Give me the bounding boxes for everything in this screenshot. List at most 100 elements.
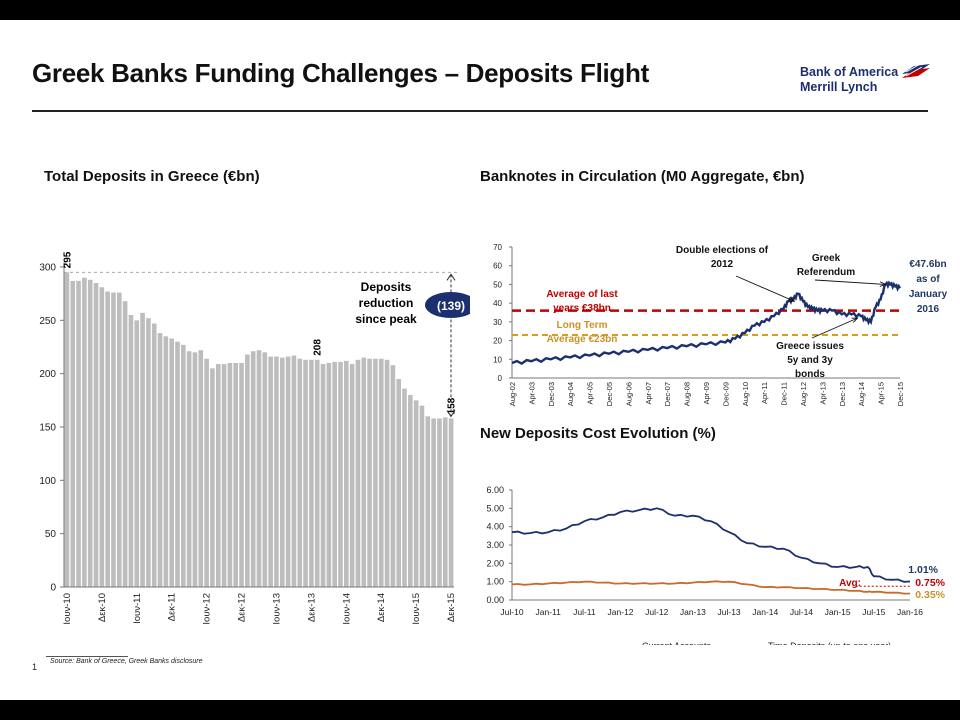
x-tick-label: Dec-15 [896,382,905,406]
deposit-bar [70,280,76,587]
x-tick-label: Ιουν-11 [132,593,143,624]
deposit-bar [285,356,291,587]
deposit-bar [105,291,110,587]
deposit-bar [355,359,361,587]
y-tick-label: 10 [493,355,502,364]
referendum-arrow [814,279,886,285]
x-tick-label: Δεκ-13 [306,593,317,622]
legend-label-current: Current Accounts [642,641,712,645]
deposit-bar [128,315,134,587]
deposit-bar [204,358,209,587]
deposit-bar [140,312,145,587]
elections-annotation-line-1: Double elections of [676,245,769,256]
time-deposits-end-label: 1.01% [908,564,938,576]
deposit-bar [93,283,99,587]
x-tick-label: Δεκ-14 [376,593,387,622]
footer-divider [46,656,128,657]
deposit-bar [198,350,204,587]
bank-logo: Bank of America Merrill Lynch [800,62,940,102]
x-tick-label: Aug-14 [857,382,866,406]
elections-arrow [735,275,795,302]
time-deposits-line [511,507,911,583]
latest-value-annotation-line-3: January [909,289,948,300]
y-tick-label: 200 [39,369,56,380]
deposit-bar [245,354,250,587]
x-tick-label: Apr-03 [527,382,536,405]
x-tick-label: Jan-11 [536,607,562,617]
deposit-bar [408,395,413,587]
deposit-bar [82,277,87,587]
deposit-bar [344,360,349,587]
deposit-bar [367,358,372,587]
bond-issue-annotation-line-3: bonds [795,369,825,380]
deposit-bar [279,357,285,587]
x-tick-label: Aug-08 [683,382,692,406]
bond-issue-arrow [811,317,858,339]
x-tick-label: Apr-15 [877,382,886,405]
reduction-badge [425,292,470,318]
deposit-bar [303,359,308,587]
y-tick-label: 0 [498,374,503,383]
x-tick-label: Dec-07 [663,382,672,406]
bond-issue-annotation-line-1: Greece issues [776,341,844,352]
x-tick-label: Jan-12 [608,607,634,617]
deposit-bar [186,351,192,587]
deposit-bar [215,364,221,587]
x-tick-label: Ιουν-14 [341,593,352,625]
x-tick-label: Dec-03 [547,382,556,406]
deposit-bar [373,358,378,587]
x-tick-label: Ιουν-12 [202,593,213,625]
title-divider [32,110,928,112]
x-tick-label: Jul-11 [573,607,596,617]
deposit-bar [332,361,337,587]
deposit-bar [169,338,174,587]
y-tick-label: 300 [39,263,56,274]
x-tick-label: Apr-07 [644,382,653,405]
x-tick-label: Ιουν-15 [411,593,422,625]
deposit-bar [309,359,314,587]
x-tick-label: Jan-16 [897,607,923,617]
long-term-average-label-line-1: Long Term [557,320,608,331]
jan14-value-label: 208 [313,339,324,356]
latest-value-annotation-line-4: 2016 [917,304,940,315]
deposit-bar [448,418,454,587]
deposit-bar [268,356,273,587]
referendum-annotation-line-2: Referendum [797,267,855,278]
deposit-bar [134,320,140,587]
legend-label-time: Time Deposits (up to one year) [768,641,891,645]
deposit-bar [431,418,436,587]
x-tick-label: Dec-05 [605,382,614,406]
elections-annotation-line-2: 2012 [711,259,734,270]
deposit-bar [64,272,70,587]
deposit-bar [192,352,198,587]
x-tick-label: Jan-15 [825,607,851,617]
flag-icon [902,62,930,78]
referendum-arrow-head [879,281,887,287]
y-tick-label: 2.00 [486,558,504,568]
x-tick-label: Jul-15 [862,607,885,617]
x-tick-label: Jul-12 [645,607,668,617]
deposit-bar [349,364,355,587]
x-tick-label: Dec-09 [721,382,730,406]
deposit-bar [227,363,233,587]
page-number: 1 [32,662,38,672]
cost-chart-title: New Deposits Cost Evolution (%) [480,425,716,442]
deposit-bar [250,351,256,587]
deposit-bar [122,301,128,587]
deposit-bar [390,365,396,587]
deposit-bar [175,341,180,587]
x-tick-label: Aug-04 [566,382,575,406]
current-accounts-end-label: 0.35% [915,589,945,601]
reduction-badge-label: (139) [437,299,465,313]
y-tick-label: 6.00 [486,485,504,495]
y-tick-label: 50 [493,280,502,289]
deposit-bar [291,355,297,587]
deposit-bar [87,279,93,587]
reduction-annotation-line-1: Deposits [361,280,412,294]
x-tick-label: Apr-11 [760,382,769,404]
banknotes-series-line [511,280,902,366]
deposit-bar [384,359,390,587]
deposit-bar [425,416,431,587]
y-tick-label: 4.00 [486,522,504,532]
bond-issue-annotation-line-2: 5y and 3y [787,355,833,366]
